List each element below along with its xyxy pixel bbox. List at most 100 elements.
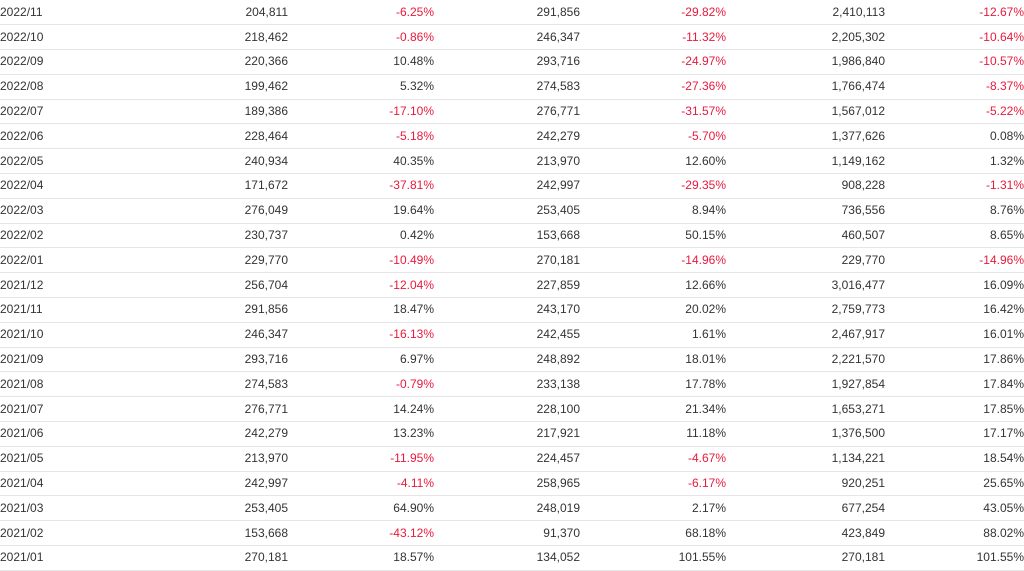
table-row: 2021/03 253,405 64.90% 248,019 2.17% 677,254 4…: [0, 495, 1024, 522]
mom-change-cell: 0.42%: [288, 223, 434, 249]
cumulative-cell: 270,181: [726, 545, 885, 571]
prev-year-value-cell: 213,970: [434, 148, 580, 175]
yoy-change-cell: 68.18%: [580, 520, 726, 547]
table-row: 2021/06 242,279 13.23% 217,921 11.18% 1,376,5…: [0, 421, 1024, 447]
cumulative-cell: 423,849: [726, 520, 885, 547]
cumulative-cell: 2,205,302: [726, 24, 885, 51]
table-row: 2022/10 218,462 -0.86% 246,347 -11.32% 2,205,…: [0, 24, 1024, 51]
cumulative-change-cell: 8.65%: [885, 223, 1024, 249]
prev-year-value-cell: 291,856: [434, 0, 580, 26]
month-cell: 2021/11: [0, 297, 160, 323]
month-cell: 2021/08: [0, 371, 160, 398]
cumulative-cell: 2,410,113: [726, 0, 885, 26]
mom-change-cell: -12.04%: [288, 272, 434, 299]
mom-change-cell: 64.90%: [288, 495, 434, 522]
table-row: 2022/03 276,049 19.64% 253,405 8.94% 736,556 8…: [0, 198, 1024, 224]
prev-year-value-cell: 258,965: [434, 471, 580, 497]
value-cell: 220,366: [160, 49, 288, 75]
value-cell: 189,386: [160, 99, 288, 125]
mom-change-cell: 6.97%: [288, 347, 434, 373]
mom-change-cell: -5.18%: [288, 123, 434, 150]
cumulative-change-cell: 17.17%: [885, 421, 1024, 447]
cumulative-change-cell: 25.65%: [885, 471, 1024, 497]
cumulative-cell: 229,770: [726, 247, 885, 274]
cumulative-change-cell: -10.57%: [885, 49, 1024, 75]
mom-change-cell: 40.35%: [288, 148, 434, 175]
yoy-change-cell: 2.17%: [580, 495, 726, 522]
value-cell: 230,737: [160, 223, 288, 249]
prev-year-value-cell: 246,347: [434, 24, 580, 51]
prev-year-value-cell: 227,859: [434, 272, 580, 299]
cumulative-cell: 460,507: [726, 223, 885, 249]
cumulative-cell: 1,766,474: [726, 74, 885, 100]
yoy-change-cell: 50.15%: [580, 223, 726, 249]
value-cell: 218,462: [160, 24, 288, 51]
yoy-change-cell: -11.32%: [580, 24, 726, 51]
yoy-change-cell: -4.67%: [580, 446, 726, 472]
yoy-change-cell: 18.01%: [580, 347, 726, 373]
cumulative-change-cell: 43.05%: [885, 495, 1024, 522]
prev-year-value-cell: 276,771: [434, 99, 580, 125]
cumulative-cell: 2,221,570: [726, 347, 885, 373]
table-row: 2022/02 230,737 0.42% 153,668 50.15% 460,507 8…: [0, 223, 1024, 249]
yoy-change-cell: -6.17%: [580, 471, 726, 497]
mom-change-cell: 18.57%: [288, 545, 434, 571]
prev-year-value-cell: 242,997: [434, 173, 580, 199]
cumulative-cell: 1,376,500: [726, 421, 885, 447]
yoy-change-cell: 11.18%: [580, 421, 726, 447]
cumulative-change-cell: -1.31%: [885, 173, 1024, 199]
table-row: 2021/08 274,583 -0.79% 233,138 17.78% 1,927,8…: [0, 371, 1024, 398]
value-cell: 291,856: [160, 297, 288, 323]
cumulative-change-cell: -5.22%: [885, 99, 1024, 125]
value-cell: 199,462: [160, 74, 288, 100]
month-cell: 2022/08: [0, 74, 160, 100]
prev-year-value-cell: 274,583: [434, 74, 580, 100]
month-cell: 2021/03: [0, 495, 160, 522]
table-row: 2021/07 276,771 14.24% 228,100 21.34% 1,653,2…: [0, 396, 1024, 423]
cumulative-cell: 1,567,012: [726, 99, 885, 125]
cumulative-change-cell: 17.85%: [885, 396, 1024, 423]
value-cell: 274,583: [160, 371, 288, 398]
yoy-change-cell: -29.82%: [580, 0, 726, 26]
cumulative-change-cell: 18.54%: [885, 446, 1024, 472]
yoy-change-cell: -29.35%: [580, 173, 726, 199]
cumulative-change-cell: -10.64%: [885, 24, 1024, 51]
cumulative-change-cell: -8.37%: [885, 74, 1024, 100]
mom-change-cell: -0.86%: [288, 24, 434, 51]
month-cell: 2022/03: [0, 198, 160, 224]
table-row: 2021/02 153,668 -43.12% 91,370 68.18% 423,849…: [0, 520, 1024, 547]
prev-year-value-cell: 243,170: [434, 297, 580, 323]
yoy-change-cell: -14.96%: [580, 247, 726, 274]
mom-change-cell: -16.13%: [288, 322, 434, 348]
cumulative-cell: 1,377,626: [726, 123, 885, 150]
month-cell: 2022/05: [0, 148, 160, 175]
value-cell: 293,716: [160, 347, 288, 373]
value-cell: 153,668: [160, 520, 288, 547]
prev-year-value-cell: 248,019: [434, 495, 580, 522]
month-cell: 2022/09: [0, 49, 160, 75]
yoy-change-cell: -31.57%: [580, 99, 726, 125]
cumulative-change-cell: 16.42%: [885, 297, 1024, 323]
cumulative-change-cell: 1.32%: [885, 148, 1024, 175]
month-cell: 2021/09: [0, 347, 160, 373]
table-row: 2022/05 240,934 40.35% 213,970 12.60% 1,149,1…: [0, 148, 1024, 175]
table-row: 2021/05 213,970 -11.95% 224,457 -4.67% 1,134,…: [0, 446, 1024, 472]
yoy-change-cell: -27.36%: [580, 74, 726, 100]
value-cell: 253,405: [160, 495, 288, 522]
prev-year-value-cell: 217,921: [434, 421, 580, 447]
mom-change-cell: -6.25%: [288, 0, 434, 26]
prev-year-value-cell: 224,457: [434, 446, 580, 472]
month-cell: 2022/06: [0, 123, 160, 150]
month-cell: 2021/05: [0, 446, 160, 472]
cumulative-cell: 920,251: [726, 471, 885, 497]
yoy-change-cell: 1.61%: [580, 322, 726, 348]
value-cell: 242,997: [160, 471, 288, 497]
mom-change-cell: -43.12%: [288, 520, 434, 547]
table-row: 2021/11 291,856 18.47% 243,170 20.02% 2,759,7…: [0, 297, 1024, 323]
table-row: 2021/10 246,347 -16.13% 242,455 1.61% 2,467,9…: [0, 322, 1024, 348]
prev-year-value-cell: 293,716: [434, 49, 580, 75]
table-row: 2021/04 242,997 -4.11% 258,965 -6.17% 920,251…: [0, 471, 1024, 497]
month-cell: 2022/11: [0, 0, 160, 26]
